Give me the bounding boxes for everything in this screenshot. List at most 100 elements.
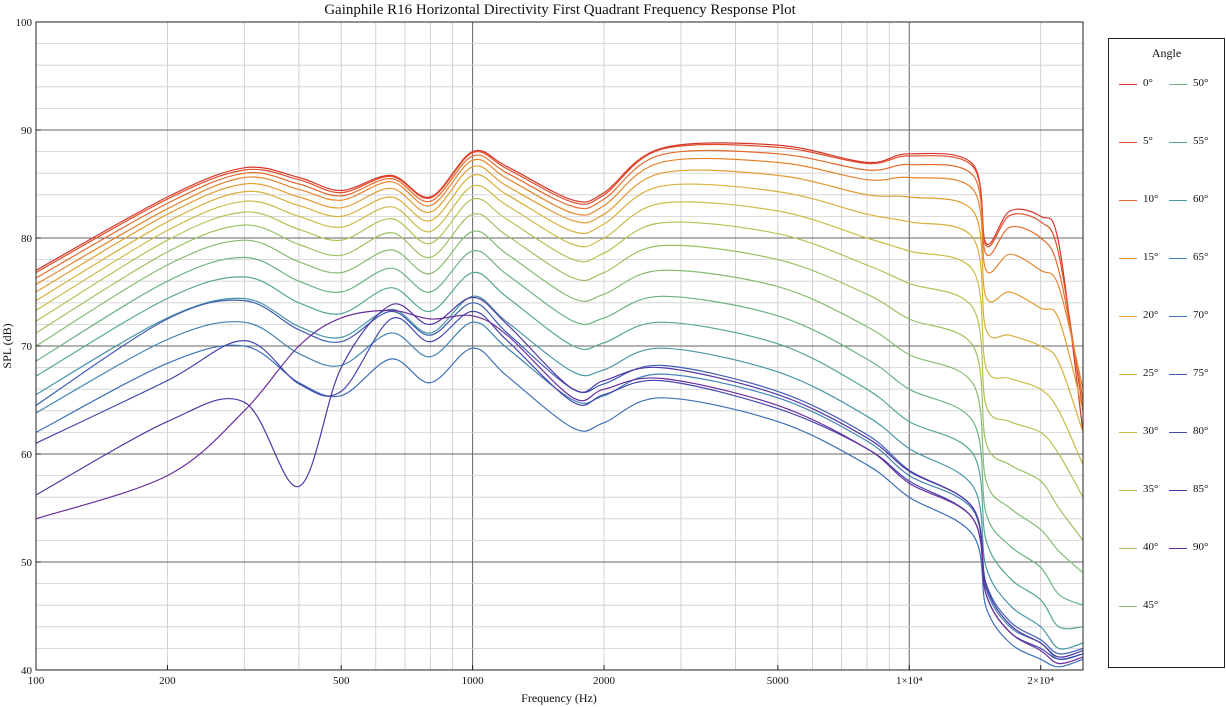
legend-entry: 5° (1119, 135, 1169, 193)
y-tick-label: 100 (16, 17, 33, 29)
series-line-17 (35, 296, 1084, 658)
axis-ticks: 100 200 500 1000 2000 5000 1×10⁴ 2×10⁴ 40 50 60 70 8… (16, 17, 1055, 687)
legend-swatch (1119, 142, 1137, 143)
legend-entry: 45° (1119, 599, 1169, 657)
series-line-14 (35, 344, 1084, 668)
y-tick-label: 40 (21, 665, 33, 677)
legend-entry: 55° (1169, 135, 1219, 193)
series-line-10 (35, 250, 1084, 606)
y-tick-label: 60 (21, 449, 33, 461)
legend-label: 0° (1143, 77, 1153, 89)
legend-entry: 0° (1119, 77, 1169, 135)
series-line-8 (35, 213, 1084, 541)
series-line-5 (35, 173, 1084, 433)
plot-grid (35, 21, 1083, 671)
legend-swatch (1119, 258, 1137, 259)
legend-label: 90° (1193, 541, 1209, 553)
series-lines (35, 142, 1084, 668)
legend-entry: 50° (1169, 77, 1219, 135)
chart-title: Gainphile R16 Horizontal Directivity Fir… (324, 2, 796, 18)
legend-swatch (1169, 432, 1187, 433)
legend-swatch (1119, 374, 1137, 375)
x-tick-label: 1×10⁴ (896, 675, 923, 687)
legend-title: Angle (1151, 46, 1182, 60)
legend-label: 70° (1193, 309, 1209, 321)
legend-entry: 25° (1119, 367, 1169, 425)
x-tick-label: 500 (333, 675, 350, 687)
legend-entry: 80° (1169, 425, 1219, 483)
legend-swatch (1119, 606, 1137, 607)
legend-label: 25° (1143, 367, 1159, 379)
legend-label: 45° (1143, 599, 1159, 611)
legend-swatch (1169, 84, 1187, 85)
legend-swatch (1119, 490, 1137, 491)
y-tick-label: 70 (21, 341, 33, 353)
legend-label: 80° (1193, 425, 1209, 437)
legend-entry: 75° (1169, 367, 1219, 425)
series-line-0 (35, 142, 1084, 433)
x-tick-label: 200 (159, 675, 176, 687)
legend-entry: 35° (1119, 483, 1169, 541)
legend-label: 10° (1143, 193, 1159, 205)
legend-label: 40° (1143, 541, 1159, 553)
legend-swatch (1119, 548, 1137, 549)
legend-swatch (1169, 490, 1187, 491)
legend-entry: 30° (1119, 425, 1169, 483)
y-axis-label: SPL (dB) (0, 323, 14, 368)
legend-swatch (1119, 200, 1137, 201)
series-line-18 (35, 309, 1084, 665)
legend-entry: 15° (1119, 251, 1169, 309)
legend-label: 60° (1193, 193, 1209, 205)
legend-swatch (1169, 374, 1187, 375)
legend-entry: 85° (1169, 483, 1219, 541)
legend-label: 15° (1143, 251, 1159, 263)
legend-swatch (1119, 316, 1137, 317)
series-line-4 (35, 165, 1084, 411)
legend-swatch (1119, 84, 1137, 85)
legend-label: 50° (1193, 77, 1209, 89)
legend-swatch (1169, 200, 1187, 201)
legend-entry: 90° (1169, 541, 1219, 599)
legend-entry: 60° (1169, 193, 1219, 251)
legend-entry: 65° (1169, 251, 1219, 309)
y-tick-label: 50 (21, 557, 33, 569)
x-axis-label: Frequency (Hz) (521, 691, 597, 705)
series-line-9 (35, 230, 1084, 574)
series-line-6 (35, 184, 1084, 466)
x-tick-label: 2×10⁴ (1027, 675, 1054, 687)
legend-entry: 10° (1119, 193, 1169, 251)
x-tick-label: 100 (28, 675, 45, 687)
legend-entry: 20° (1119, 309, 1169, 367)
legend-label: 55° (1193, 135, 1209, 147)
legend-entry: 40° (1119, 541, 1169, 599)
legend-swatch (1169, 548, 1187, 549)
legend-swatch (1169, 258, 1187, 259)
series-line-12 (35, 295, 1084, 650)
y-tick-label: 90 (21, 125, 33, 137)
series-line-13 (35, 321, 1084, 661)
series-line-3 (35, 157, 1084, 390)
legend-swatch (1119, 432, 1137, 433)
series-line-11 (35, 271, 1084, 630)
y-tick-label: 80 (21, 233, 33, 245)
legend-entry: 70° (1169, 309, 1219, 367)
legend-swatch (1169, 316, 1187, 317)
legend-label: 35° (1143, 483, 1159, 495)
legend-label: 30° (1143, 425, 1159, 437)
series-line-7 (35, 197, 1084, 498)
series-line-1 (35, 143, 1084, 411)
legend-label: 65° (1193, 251, 1209, 263)
legend-label: 5° (1143, 135, 1153, 147)
legend-label: 85° (1193, 483, 1209, 495)
series-line-2 (35, 149, 1084, 401)
legend-label: 20° (1143, 309, 1159, 321)
series-line-15 (35, 299, 1084, 655)
x-tick-label: 2000 (593, 675, 616, 687)
legend-label: 75° (1193, 367, 1209, 379)
legend-swatch (1169, 142, 1187, 143)
x-tick-label: 1000 (462, 675, 485, 687)
legend: Angle 0° 5° 10° 15° 20° 25° 30° 35° 40° 45° 50° 55°… (1108, 38, 1225, 668)
x-tick-label: 5000 (767, 675, 790, 687)
legend-entries: 0° 5° 10° 15° 20° 25° 30° 35° 40° 45° 50° 55° 60° 65°… (1119, 77, 1219, 657)
